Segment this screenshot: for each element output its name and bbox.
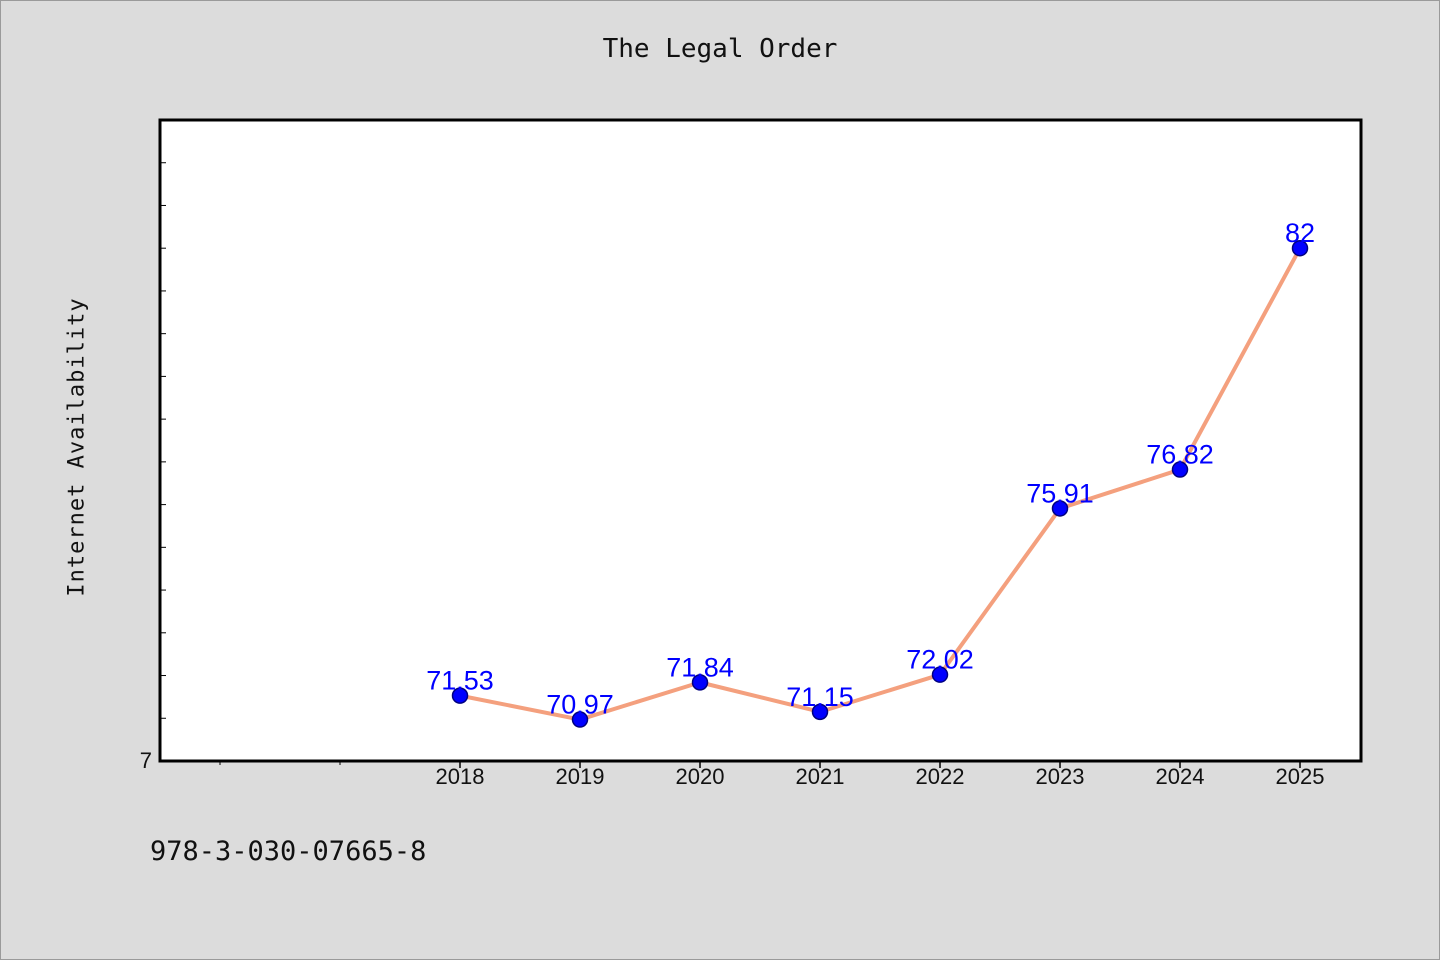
x-tick-label: 2018 xyxy=(436,764,485,789)
data-point xyxy=(811,703,829,721)
data-label: 71.15 xyxy=(786,682,854,712)
x-tick-label: 2020 xyxy=(676,764,725,789)
chart-title: The Legal Order xyxy=(602,34,838,64)
data-point xyxy=(1291,239,1309,257)
data-point xyxy=(1051,500,1069,517)
x-tick-label: 2022 xyxy=(916,764,965,789)
data-label: 71.53 xyxy=(426,666,494,696)
data-point xyxy=(931,666,949,683)
x-tick-label: 2021 xyxy=(796,764,845,789)
y-tick-labels: 7 xyxy=(140,748,152,773)
y-tick-label: 7 xyxy=(140,748,152,773)
data-label: 71.84 xyxy=(666,652,734,682)
data-label: 72.02 xyxy=(906,645,974,675)
x-tick-label: 2025 xyxy=(1276,764,1325,789)
data-point xyxy=(691,674,709,691)
data-label: 75.91 xyxy=(1026,478,1094,508)
x-tick-label: 2023 xyxy=(1036,764,1085,789)
data-label: 82 xyxy=(1285,218,1315,248)
data-point xyxy=(571,711,589,728)
series-line xyxy=(458,246,1302,722)
axis-ticks xyxy=(160,162,1301,768)
data-point xyxy=(451,687,469,704)
isbn-text: 978-3-030-07665-8 xyxy=(150,836,427,867)
x-tick-label: 2024 xyxy=(1156,764,1205,789)
x-tick-labels: 2018 2019 2020 2021 2022 2023 2024 2025 xyxy=(436,764,1325,789)
data-label: 70.97 xyxy=(546,690,614,720)
data-labels: 71.53 70.97 71.84 71.15 72.02 75.91 76.82 82 xyxy=(426,218,1315,719)
series-internet-availability xyxy=(451,239,1309,728)
x-tick-label: 2019 xyxy=(556,764,605,789)
plot-area xyxy=(158,118,1363,763)
data-point xyxy=(1171,461,1189,478)
data-label: 76.82 xyxy=(1146,440,1214,470)
